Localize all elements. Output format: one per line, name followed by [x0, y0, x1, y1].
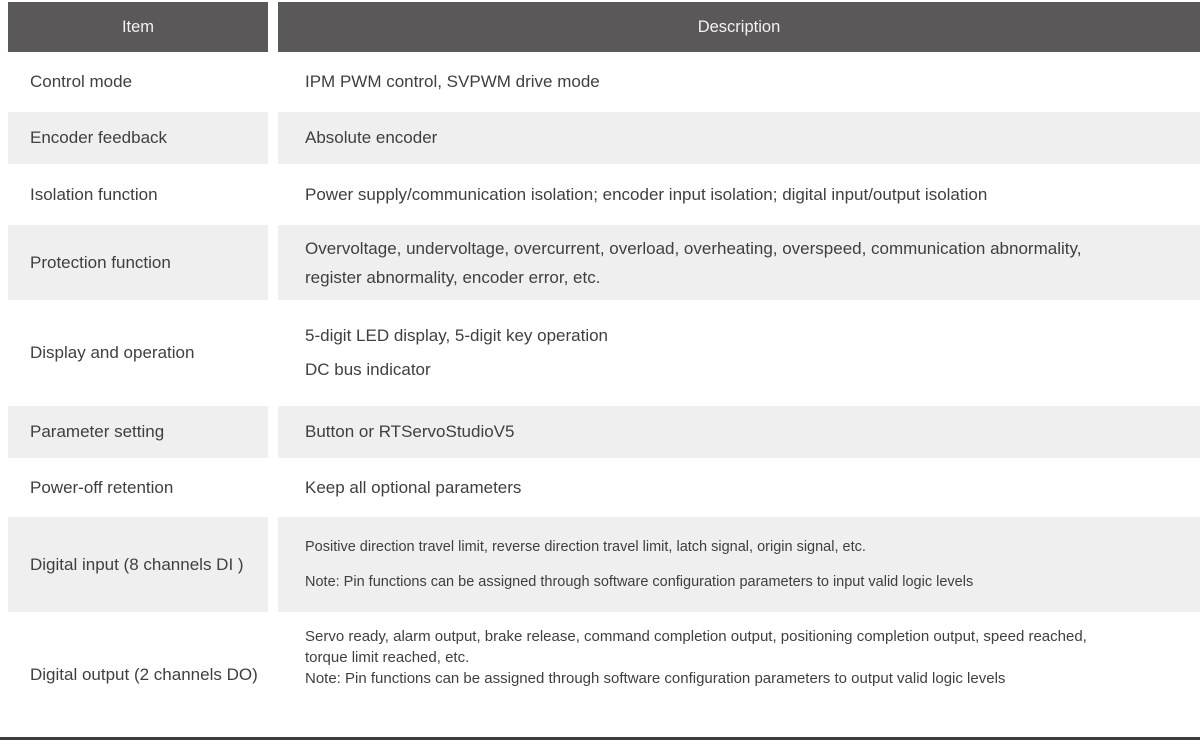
column-gap — [268, 52, 278, 112]
item-label: Digital output (2 channels DO) — [8, 612, 268, 737]
description-text: Keep all optional parameters — [305, 477, 522, 497]
item-label: Control mode — [8, 52, 268, 112]
table-row-isolation-function: Isolation function Power supply/communic… — [0, 164, 1200, 225]
table-row-encoder-feedback: Encoder feedback Absolute encoder — [0, 112, 1200, 164]
column-gap — [268, 112, 278, 164]
description-cell: Power supply/communication isolation; en… — [278, 164, 1200, 225]
description-cell: Keep all optional parameters — [278, 458, 1200, 517]
table-row-parameter-setting: Parameter setting Button or RTServoStudi… — [0, 406, 1200, 458]
table-row-display-and-operation: Display and operation 5-digit LED displa… — [0, 300, 1200, 406]
column-gap — [268, 517, 278, 612]
column-gap — [268, 406, 278, 458]
description-cell: Button or RTServoStudioV5 — [278, 406, 1200, 458]
table-bottom-rule — [0, 737, 1200, 740]
description-cell: Servo ready, alarm output, brake release… — [278, 612, 1200, 737]
column-gap — [268, 225, 278, 300]
item-label: Digital input (8 channels DI ) — [8, 517, 268, 612]
column-gap — [268, 300, 278, 406]
description-text: Servo ready, alarm output, brake release… — [305, 628, 1087, 666]
description-note-text: Note: Pin functions can be assigned thro… — [305, 573, 974, 590]
item-label: Parameter setting — [8, 406, 268, 458]
column-gap — [268, 612, 278, 737]
column-gap — [268, 164, 278, 225]
description-text: Button or RTServoStudioV5 — [305, 422, 515, 441]
description-note-text: Note: Pin functions can be assigned thro… — [305, 670, 1006, 687]
item-label: Display and operation — [8, 300, 268, 406]
description-text: Positive direction travel limit, reverse… — [305, 538, 866, 555]
item-label: Protection function — [8, 225, 268, 300]
description-text: Overvoltage, undervoltage, overcurrent, … — [305, 238, 1082, 287]
description-cell: Absolute encoder — [278, 112, 1200, 164]
description-cell: IPM PWM control, SVPWM drive mode — [278, 52, 1200, 112]
item-label: Power-off retention — [8, 458, 268, 517]
description-text: Power supply/communication isolation; en… — [305, 184, 988, 204]
header-cell-item: Item — [8, 2, 268, 52]
description-text: Absolute encoder — [305, 128, 438, 147]
description-text: DC bus indicator — [305, 360, 431, 379]
description-text: IPM PWM control, SVPWM drive mode — [305, 72, 600, 91]
column-gap — [268, 458, 278, 517]
item-label: Isolation function — [8, 164, 268, 225]
table-row-digital-input: Digital input (8 channels DI ) Positive … — [0, 517, 1200, 612]
table-row-protection-function: Protection function Overvoltage, undervo… — [0, 225, 1200, 300]
table-header-row: Item Description — [0, 2, 1200, 52]
table-row-control-mode: Control mode IPM PWM control, SVPWM driv… — [0, 52, 1200, 112]
description-cell: 5-digit LED display, 5-digit key operati… — [278, 300, 1200, 406]
table-row-power-off-retention: Power-off retention Keep all optional pa… — [0, 458, 1200, 517]
description-cell: Overvoltage, undervoltage, overcurrent, … — [278, 225, 1200, 300]
table-row-digital-output: Digital output (2 channels DO) Servo rea… — [0, 612, 1200, 737]
description-cell: Positive direction travel limit, reverse… — [278, 517, 1200, 612]
item-label: Encoder feedback — [8, 112, 268, 164]
description-text: 5-digit LED display, 5-digit key operati… — [305, 326, 609, 345]
column-gap — [268, 2, 278, 52]
header-cell-description: Description — [278, 2, 1200, 52]
